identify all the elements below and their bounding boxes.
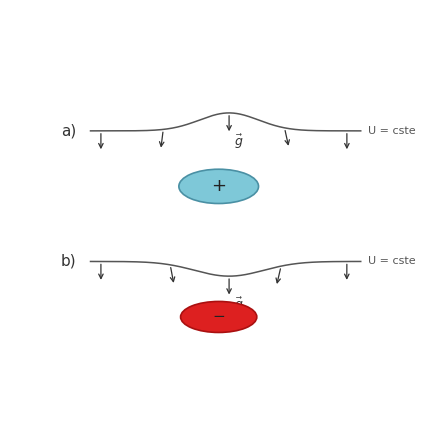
- Text: b): b): [61, 254, 77, 269]
- Text: +: +: [211, 177, 226, 195]
- Ellipse shape: [181, 301, 257, 332]
- Ellipse shape: [179, 169, 258, 204]
- Text: −: −: [212, 310, 225, 324]
- Text: U = cste: U = cste: [367, 126, 415, 136]
- Text: $\vec{g}$: $\vec{g}$: [234, 132, 244, 151]
- Text: a): a): [61, 123, 76, 138]
- Text: U = cste: U = cste: [367, 257, 415, 266]
- Text: $\vec{g}$: $\vec{g}$: [234, 296, 244, 314]
